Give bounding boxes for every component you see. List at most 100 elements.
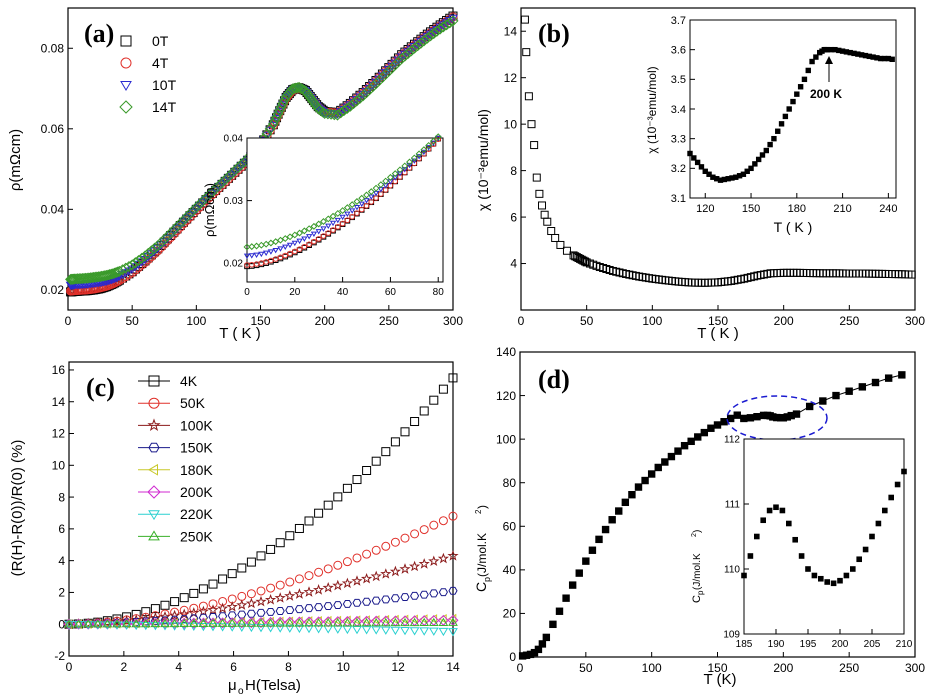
inset-data-point-cp [850, 566, 856, 572]
inset-data-point-10T [301, 236, 308, 242]
data-point-chi [520, 15, 529, 24]
x-tick-label: 195 [800, 639, 817, 650]
data-point-cp [694, 433, 702, 441]
inset-data-point-14T [281, 235, 289, 243]
y-tick-label: 100 [496, 432, 516, 446]
y-tick-label: 112 [724, 435, 740, 446]
data-point-cp [555, 607, 564, 615]
inset-data-point-cp [869, 533, 875, 540]
data-point-100K [197, 605, 210, 617]
data-point-14T [380, 68, 392, 80]
x-tick-label: 100 [642, 661, 662, 675]
panel-d-ylabel-sub: p [482, 577, 492, 582]
inset-data-point-4T [263, 259, 269, 265]
data-point-4K [333, 492, 343, 502]
data-point-220K [73, 621, 84, 630]
data-point-cp [674, 447, 682, 455]
data-point-180K [361, 615, 370, 625]
data-point-4K [112, 614, 122, 624]
data-point-250K [92, 619, 103, 628]
data-point-100K [245, 597, 258, 609]
x-tick-label: 10 [337, 660, 351, 674]
data-point-100K [168, 609, 181, 621]
data-point-14T [392, 56, 404, 68]
inset-data-point-4T [301, 243, 308, 250]
data-point-14T [165, 227, 177, 239]
x-tick-label: 60 [385, 287, 397, 298]
inset-data-point-chi [752, 161, 758, 167]
y-tick-label: 8 [510, 164, 517, 178]
cp-guide-line [791, 374, 902, 417]
y-tick-label: 0.03 [224, 196, 244, 207]
data-point-250K [342, 618, 353, 627]
inset-data-point-14T [296, 229, 304, 237]
panel-d-yticks: 0 20 40 60 80 100 120 140 [496, 345, 525, 664]
x-tick-label: 150 [707, 661, 727, 675]
inset-data-point-4T [330, 227, 336, 233]
y-tick-label: 0.04 [224, 134, 244, 145]
legend-marker-250K [148, 530, 160, 541]
panel-b-inset-ylabel: χ (10⁻³emu/mol) [645, 66, 659, 153]
data-point-14T [351, 95, 363, 107]
legend-label-0T: 0T [152, 33, 169, 49]
panel-c-series [63, 373, 459, 637]
data-point-150K [256, 608, 266, 617]
x-tick-label: 50 [125, 314, 139, 328]
panel-a-yticks: 0.02 0.04 0.06 0.08 [41, 41, 73, 297]
panel-b-inset-arrowhead [825, 56, 833, 64]
y-tick-label: 12 [52, 427, 66, 441]
x-tick-label: 2 [121, 660, 128, 674]
data-point-250K [208, 618, 218, 627]
panel-c: (c) μ o H(Telsa) (R(H)-R(0))/R(0) (%) 0 2… [9, 361, 460, 697]
data-point-4K [381, 447, 391, 457]
inset-data-point-10T [353, 205, 361, 211]
data-point-14T [402, 47, 414, 60]
data-point-4K [314, 508, 324, 518]
inset-data-point-14T [334, 209, 342, 217]
inset-data-point-chi [744, 168, 750, 175]
legend-marker-50K [148, 397, 160, 409]
inset-data-point-10T [411, 158, 418, 164]
inset-data-point-10T [325, 223, 332, 230]
data-point-14T [338, 105, 350, 117]
data-point-14T [145, 245, 157, 257]
data-point-200K [159, 617, 171, 629]
data-point-250K [380, 617, 391, 627]
inset-data-point-4T [306, 241, 312, 248]
inset-data-point-chi [778, 121, 785, 127]
data-point-14T [408, 42, 421, 54]
data-point-220K [64, 620, 74, 630]
panel-d-inset-ylabel-sub: p [696, 590, 705, 595]
y-tick-label: 0.08 [41, 41, 65, 55]
data-point-100K [428, 555, 440, 566]
data-point-180K [371, 615, 380, 625]
data-point-4K [352, 475, 362, 485]
inset-data-point-chi [801, 76, 808, 83]
x-tick-label: 4 [175, 660, 182, 674]
data-point-220K [236, 623, 247, 632]
panel-a-inset-ylabel: ρ(mΩcm) [202, 183, 217, 237]
data-point-14T [232, 162, 244, 174]
panel-d: (d) T (K) C p (J/mol.K 2 ) 0 50 100 150 200 2… [473, 345, 925, 688]
panel-b-inset-ticks: 120 150 180 210 240 3.1 3.2 3.3 3.4 3.5 3.6 3.7 [671, 15, 898, 215]
data-point-14T [357, 90, 369, 102]
data-point-14T [197, 195, 209, 207]
inset-data-point-cp [824, 579, 831, 585]
inset-data-point-10T [262, 250, 270, 257]
data-point-150K [285, 606, 295, 614]
data-point-4K [227, 569, 237, 579]
legend-label-4T: 4T [152, 55, 169, 71]
data-point-220K [304, 624, 314, 634]
panel-c-label: (c) [86, 373, 115, 402]
inset-data-point-4T [435, 136, 442, 143]
inset-data-point-4T [325, 230, 332, 236]
data-point-cp [661, 458, 669, 466]
data-point-250K [438, 617, 449, 626]
inset-data-point-14T [372, 184, 380, 192]
inset-data-point-14T [300, 227, 308, 235]
inset-data-point-14T [339, 207, 347, 215]
legend-marker-10T [120, 81, 132, 91]
inset-data-point-4T [358, 206, 365, 213]
data-point-250K [236, 618, 247, 627]
x-tick-label: 185 [736, 639, 753, 650]
